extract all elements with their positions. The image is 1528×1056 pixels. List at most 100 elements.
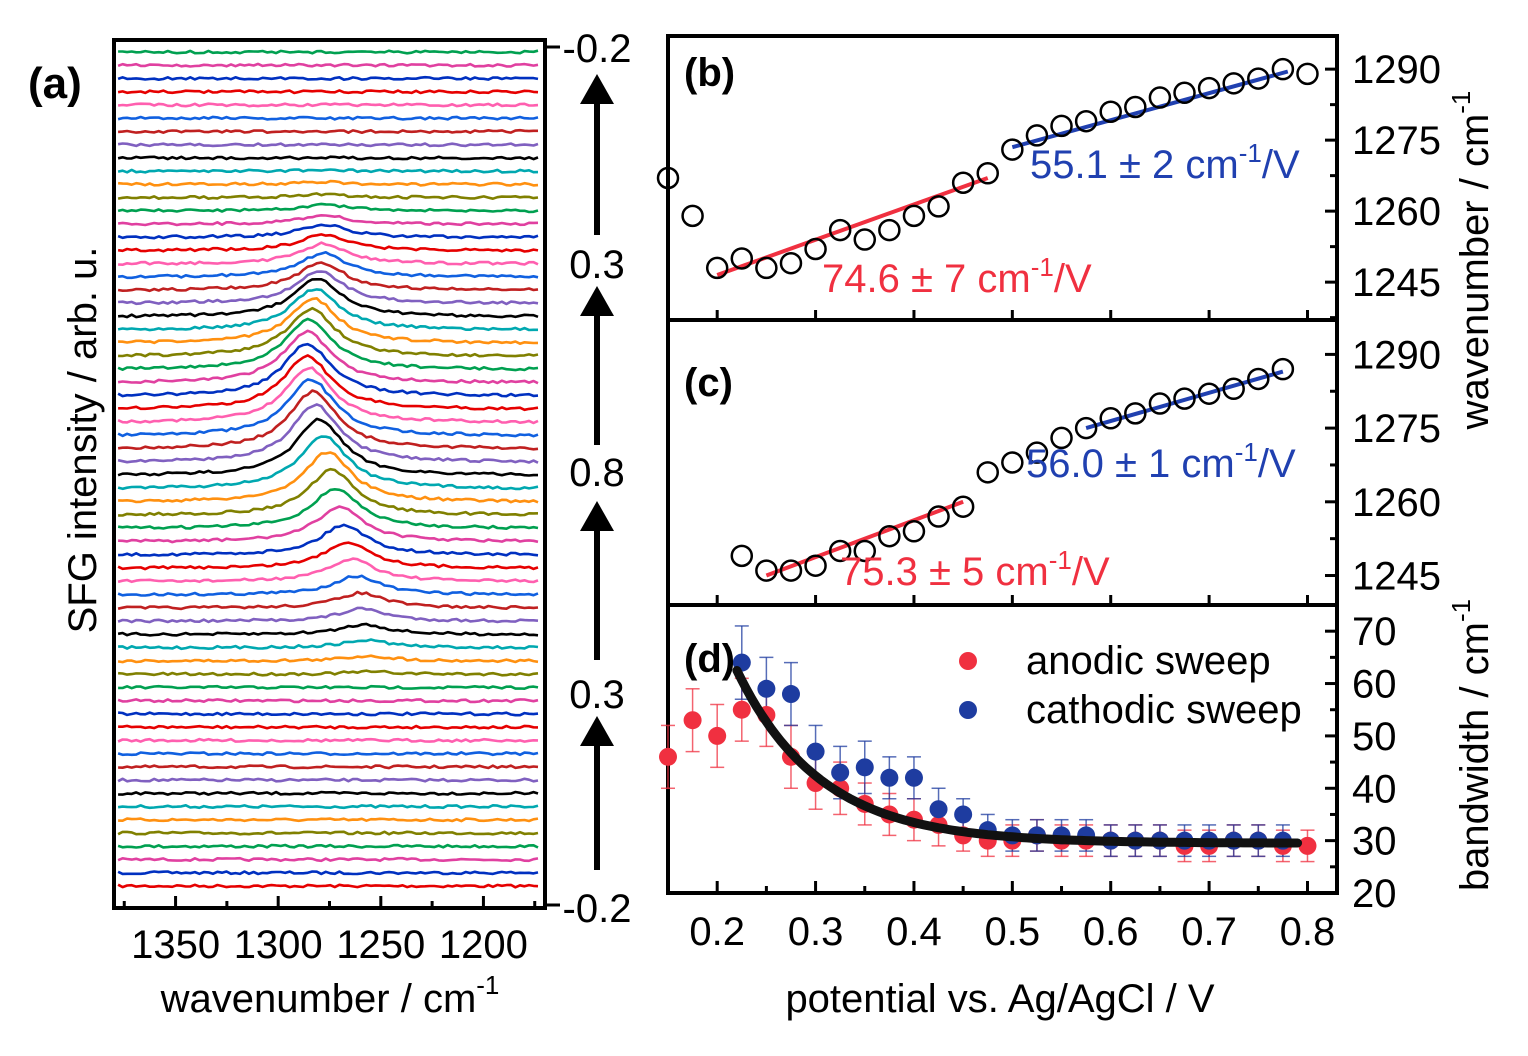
panel-d-point-cathodic-sweep: [904, 768, 923, 787]
panel-a-trace: [117, 777, 539, 783]
panel-a-trace: [117, 590, 539, 611]
panel-a-trace: [117, 403, 539, 464]
panel-a-trace: [117, 261, 539, 293]
panel-d-ytick-label: 60: [1352, 663, 1397, 707]
panel-d-points: [659, 653, 1317, 855]
panel-b-ytick-label: 1260: [1352, 190, 1441, 234]
panel-a-trace: [117, 737, 539, 743]
panel-a-trace: [117, 329, 539, 385]
legend-cathodic-marker: [959, 701, 977, 719]
panel-b-point: [1173, 81, 1196, 105]
panel-a-trace: [118, 523, 539, 557]
panel-b-point: [755, 256, 778, 280]
panel-b-point: [1247, 67, 1270, 90]
potential-arrow-head: [580, 74, 614, 104]
panel-a-traces: [117, 49, 539, 889]
panel-a-trace: [117, 698, 539, 704]
panel-a-trace: [118, 669, 539, 677]
panel-c-label: (c): [684, 361, 733, 405]
panel-c-point: [779, 559, 803, 582]
panel-a-trace: [118, 451, 539, 504]
panel-c-fit-red-end: /V: [1072, 550, 1110, 594]
panel-c-point: [1001, 451, 1024, 474]
panel-a-trace: [117, 278, 539, 319]
panel-b-points: [656, 57, 1319, 280]
panel-a-trace: [118, 306, 539, 358]
panel-d-label: (d): [684, 637, 735, 681]
panel-c-fit-red-main: 75.3 ± 5 cm: [840, 550, 1049, 594]
panel-c-fit-red-sup: -1: [1049, 545, 1072, 575]
panel-a-xtick-label: 1250: [336, 923, 425, 967]
panel-a-trace: [118, 817, 539, 823]
panel-a-trace: [117, 417, 538, 477]
panel-b-point: [1099, 100, 1122, 123]
panel-a-trace: [117, 202, 539, 214]
panel-b-ytick-label: 1275: [1352, 119, 1441, 163]
panel-d-point-cathodic-sweep: [954, 805, 973, 824]
panel-a-trace: [117, 574, 539, 597]
panel-a-trace: [117, 654, 539, 664]
potential-axis: -0.2 0.3 0.8 0.3 -0.2: [545, 27, 631, 931]
panel-b-fit-red-end: /V: [1054, 257, 1092, 301]
panel-c-point: [902, 520, 926, 543]
panel-a-trace: [117, 870, 539, 876]
panel-c-point: [878, 524, 901, 548]
panel-a-trace: [117, 366, 539, 425]
panel-a-xtick-label: 1300: [234, 923, 323, 967]
potential-arrow-head: [580, 716, 614, 746]
panel-b-point: [1050, 114, 1073, 138]
panel-a-trace: [118, 724, 539, 730]
panel-c-point: [951, 495, 975, 518]
panel-c-fit-red-label: 75.3 ± 5 cm-1/V: [840, 545, 1110, 594]
panel-a-trace: [117, 62, 539, 68]
panel-a-trace: [118, 790, 539, 796]
potential-arrow-head: [580, 501, 614, 531]
right-ylabel-top-main: wavenumber / cm: [1453, 114, 1497, 431]
panel-c-point: [1148, 392, 1172, 415]
panel-b-fit-line: [1011, 69, 1289, 150]
panel-c-point: [1197, 382, 1221, 405]
panel-d-ytick-label: 40: [1352, 767, 1397, 811]
panel-a-trace: [117, 288, 538, 332]
panel-d-point-cathodic-sweep: [806, 742, 825, 761]
panel-c-points: [730, 357, 1295, 582]
panel-b-point: [878, 218, 901, 242]
panel-c-point: [730, 544, 754, 568]
panel-d-ytick-label: 70: [1352, 610, 1397, 654]
panel-a-trace: [117, 711, 539, 717]
panel-d-xtick-label: 0.7: [1181, 910, 1237, 954]
panel-b-point: [1025, 124, 1049, 147]
panel-a-trace: [117, 342, 539, 398]
panel-c-point: [1173, 387, 1196, 410]
panel-a: 1350 1300 1250 1200 (a) SFG intensity / arb…: [28, 38, 547, 1021]
panel-c-point: [927, 505, 950, 528]
panel-b-yticks: 1245 1260 1275 1290: [715, 48, 1441, 320]
panel-c-point: [1247, 367, 1270, 391]
panel-b-point: [1296, 62, 1319, 86]
panel-a-trace: [117, 435, 539, 491]
potential-label-bottom: -0.2: [563, 887, 632, 931]
panel-a-trace: [118, 684, 539, 690]
panel-a-trace: [118, 764, 539, 770]
right-ylabel-top: wavenumber / cm-1: [1446, 91, 1497, 431]
panel-d-point-anodic-sweep: [1298, 836, 1317, 855]
panel-a-trace: [117, 883, 539, 889]
potential-label-top: -0.2: [563, 27, 632, 71]
panel-b-point: [681, 204, 704, 228]
right-ylabel-bottom: bandwidth / cm-1: [1446, 599, 1497, 891]
panel-a-trace: [117, 155, 539, 161]
panel-a-trace: [117, 843, 539, 849]
panel-a-trace: [117, 830, 539, 836]
right-ylabel-bottom-main: bandwidth / cm: [1453, 622, 1497, 891]
panel-d-xtick-label: 0.3: [788, 910, 844, 954]
panel-a-trace: [117, 389, 539, 451]
panel-a-trace: [117, 89, 539, 95]
panel-d-point-anodic-sweep: [659, 747, 677, 766]
panel-a-trace: [118, 638, 539, 651]
panel-a-trace: [117, 102, 539, 108]
panel-b-point: [902, 204, 926, 228]
panel-b-fit-blue-label: 55.1 ± 2 cm-1/V: [1030, 138, 1300, 187]
